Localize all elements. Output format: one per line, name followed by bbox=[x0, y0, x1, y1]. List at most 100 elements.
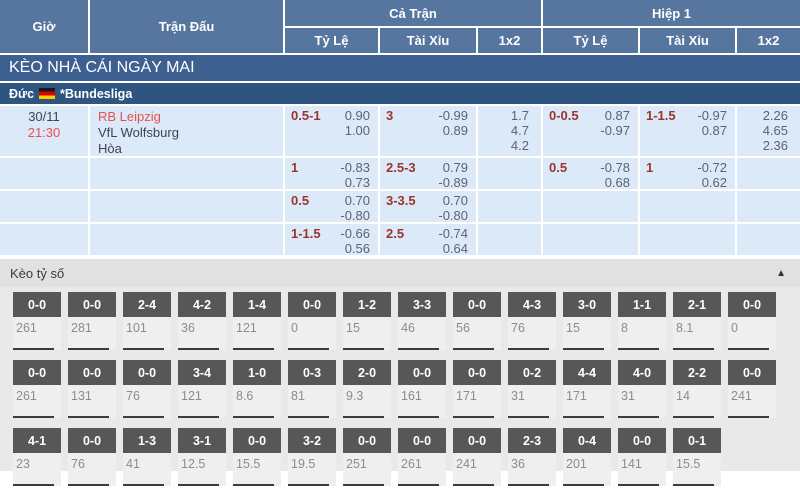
odd-value: -0.78 bbox=[600, 160, 630, 175]
score-label: 0-0 bbox=[398, 360, 446, 385]
score-odds-box[interactable]: 4-1 23 bbox=[13, 428, 61, 486]
league-row[interactable]: Đức *Bundesliga bbox=[0, 83, 800, 104]
score-odds-box[interactable]: 4-0 31 bbox=[618, 360, 666, 418]
overunder-line: 2.5 bbox=[386, 226, 405, 241]
h1-overunder-odds[interactable]: 1-1.5 -0.97 0.87 bbox=[640, 106, 735, 156]
odd-value: 0.89 bbox=[442, 123, 468, 138]
score-label: 0-0 bbox=[68, 360, 116, 385]
score-odds-box[interactable]: 0-0 0 bbox=[288, 292, 336, 350]
score-odds-box[interactable]: 0-0 261 bbox=[13, 360, 61, 418]
correct-score-header[interactable]: Kèo tỷ số ▲ bbox=[0, 259, 800, 287]
score-odds-box[interactable]: 4-4 171 bbox=[563, 360, 611, 418]
empty-cell bbox=[0, 191, 88, 222]
empty-cell bbox=[0, 224, 88, 255]
score-odds-box[interactable]: 0-0 15.5 bbox=[233, 428, 281, 486]
score-odd-value: 281 bbox=[71, 321, 92, 335]
score-odds-box[interactable]: 3-0 15 bbox=[563, 292, 611, 350]
score-odd-value: 161 bbox=[401, 389, 422, 403]
score-label: 0-0 bbox=[398, 428, 446, 453]
score-label: 0-0 bbox=[343, 428, 391, 453]
odd-value: -0.66 bbox=[340, 226, 370, 241]
score-odds-box[interactable]: 4-3 76 bbox=[508, 292, 556, 350]
handicap-line: 0.5 bbox=[549, 160, 568, 175]
score-odds-box[interactable]: 0-3 81 bbox=[288, 360, 336, 418]
ft-handicap-odds[interactable]: 1 -0.83 0.73 bbox=[285, 158, 378, 190]
score-odds-box[interactable]: 1-3 41 bbox=[123, 428, 171, 486]
ft-overunder-odds[interactable]: 3 -0.99 0.89 bbox=[380, 106, 476, 156]
empty-cell bbox=[90, 191, 283, 222]
score-odds-box[interactable]: 2-0 9.3 bbox=[343, 360, 391, 418]
score-row: 0-0 261 0-0 281 2-4 101 4-2 36 1-4 121 0… bbox=[13, 292, 800, 350]
score-odds-box[interactable]: 0-4 201 bbox=[563, 428, 611, 486]
score-odds-box[interactable]: 0-0 76 bbox=[68, 428, 116, 486]
score-label: 0-0 bbox=[68, 428, 116, 453]
ft-handicap-odds[interactable]: 1-1.5 -0.66 0.56 bbox=[285, 224, 378, 256]
score-odds-box[interactable]: 0-0 281 bbox=[68, 292, 116, 350]
score-odds-box[interactable]: 3-2 19.5 bbox=[288, 428, 336, 486]
score-odds-box[interactable]: 0-0 241 bbox=[453, 428, 501, 486]
score-label: 0-0 bbox=[123, 360, 171, 385]
score-odd-value: 36 bbox=[181, 321, 195, 335]
score-odds-box[interactable]: 0-0 251 bbox=[343, 428, 391, 486]
score-odds-box[interactable]: 0-1 15.5 bbox=[673, 428, 721, 486]
score-odd-value: 76 bbox=[71, 457, 85, 471]
score-odds-box[interactable]: 2-4 101 bbox=[123, 292, 171, 350]
h1-1x2-odds[interactable]: 2.26 4.65 2.36 bbox=[737, 106, 800, 156]
score-label: 1-4 bbox=[233, 292, 281, 317]
score-label: 0-0 bbox=[13, 292, 61, 317]
match-time-cell: 30/11 21:30 bbox=[0, 106, 88, 156]
score-odds-box[interactable]: 1-2 15 bbox=[343, 292, 391, 350]
score-odds-box[interactable]: 0-0 261 bbox=[398, 428, 446, 486]
overunder-line: 1 bbox=[646, 160, 654, 175]
score-odds-box[interactable]: 3-4 121 bbox=[178, 360, 226, 418]
odd-value: -0.97 bbox=[697, 108, 727, 123]
score-odd-value: 171 bbox=[456, 389, 477, 403]
ft-overunder-odds[interactable]: 3-3.5 0.70 -0.80 bbox=[380, 191, 476, 223]
score-odds-box[interactable]: 2-3 36 bbox=[508, 428, 556, 486]
score-odds-box[interactable]: 0-0 261 bbox=[13, 292, 61, 350]
ft-1x2-odds[interactable]: 1.7 4.7 4.2 bbox=[478, 106, 541, 156]
score-odds-box[interactable]: 0-2 31 bbox=[508, 360, 556, 418]
score-label: 0-0 bbox=[68, 292, 116, 317]
ft-overunder-odds[interactable]: 2.5-3 0.79 -0.89 bbox=[380, 158, 476, 190]
score-odd-value: 14 bbox=[676, 389, 690, 403]
score-odds-box[interactable]: 0-0 131 bbox=[68, 360, 116, 418]
ft-handicap-odds[interactable]: 0.5 0.70 -0.80 bbox=[285, 191, 378, 223]
score-odds-box[interactable]: 2-2 14 bbox=[673, 360, 721, 418]
score-odds-box[interactable]: 3-3 46 bbox=[398, 292, 446, 350]
odd-value: 0.90 bbox=[344, 108, 370, 123]
score-odds-box[interactable]: 0-0 56 bbox=[453, 292, 501, 350]
ft-handicap-odds[interactable]: 0.5-1 0.90 1.00 bbox=[285, 106, 378, 156]
score-odds-box[interactable]: 4-2 36 bbox=[178, 292, 226, 350]
score-odds-box[interactable]: 0-0 76 bbox=[123, 360, 171, 418]
h1-overunder-odds[interactable]: 1 -0.72 0.62 bbox=[640, 158, 735, 190]
score-odds-box[interactable]: 2-1 8.1 bbox=[673, 292, 721, 350]
score-odd-value: 141 bbox=[621, 457, 642, 471]
score-odds-box[interactable]: 0-0 161 bbox=[398, 360, 446, 418]
odd-value: -0.72 bbox=[697, 160, 727, 175]
score-label: 0-4 bbox=[563, 428, 611, 453]
score-label: 0-0 bbox=[453, 292, 501, 317]
score-odds-box[interactable]: 0-0 0 bbox=[728, 292, 776, 350]
odd-value: 4.2 bbox=[510, 138, 529, 153]
ft-overunder-odds[interactable]: 2.5 -0.74 0.64 bbox=[380, 224, 476, 256]
score-odds-box[interactable]: 0-0 241 bbox=[728, 360, 776, 418]
score-odds-box[interactable]: 1-0 8.6 bbox=[233, 360, 281, 418]
handicap-line: 0.5 bbox=[291, 193, 310, 208]
empty-cell bbox=[737, 191, 800, 222]
score-odds-box[interactable]: 1-1 8 bbox=[618, 292, 666, 350]
away-team: VfL Wolfsburg bbox=[98, 125, 179, 140]
score-label: 4-4 bbox=[563, 360, 611, 385]
score-odds-box[interactable]: 0-0 171 bbox=[453, 360, 501, 418]
collapse-arrow-icon[interactable]: ▲ bbox=[776, 267, 786, 279]
overunder-line: 2.5-3 bbox=[386, 160, 416, 175]
h1-handicap-odds[interactable]: 0-0.5 0.87 -0.97 bbox=[543, 106, 638, 156]
score-odd-value: 36 bbox=[511, 457, 525, 471]
germany-flag-icon bbox=[39, 88, 56, 99]
h1-handicap-odds[interactable]: 0.5 -0.78 0.68 bbox=[543, 158, 638, 190]
score-odds-box[interactable]: 0-0 141 bbox=[618, 428, 666, 486]
score-odds-box[interactable]: 1-4 121 bbox=[233, 292, 281, 350]
score-label: 0-0 bbox=[13, 360, 61, 385]
score-label: 0-0 bbox=[453, 360, 501, 385]
score-odds-box[interactable]: 3-1 12.5 bbox=[178, 428, 226, 486]
